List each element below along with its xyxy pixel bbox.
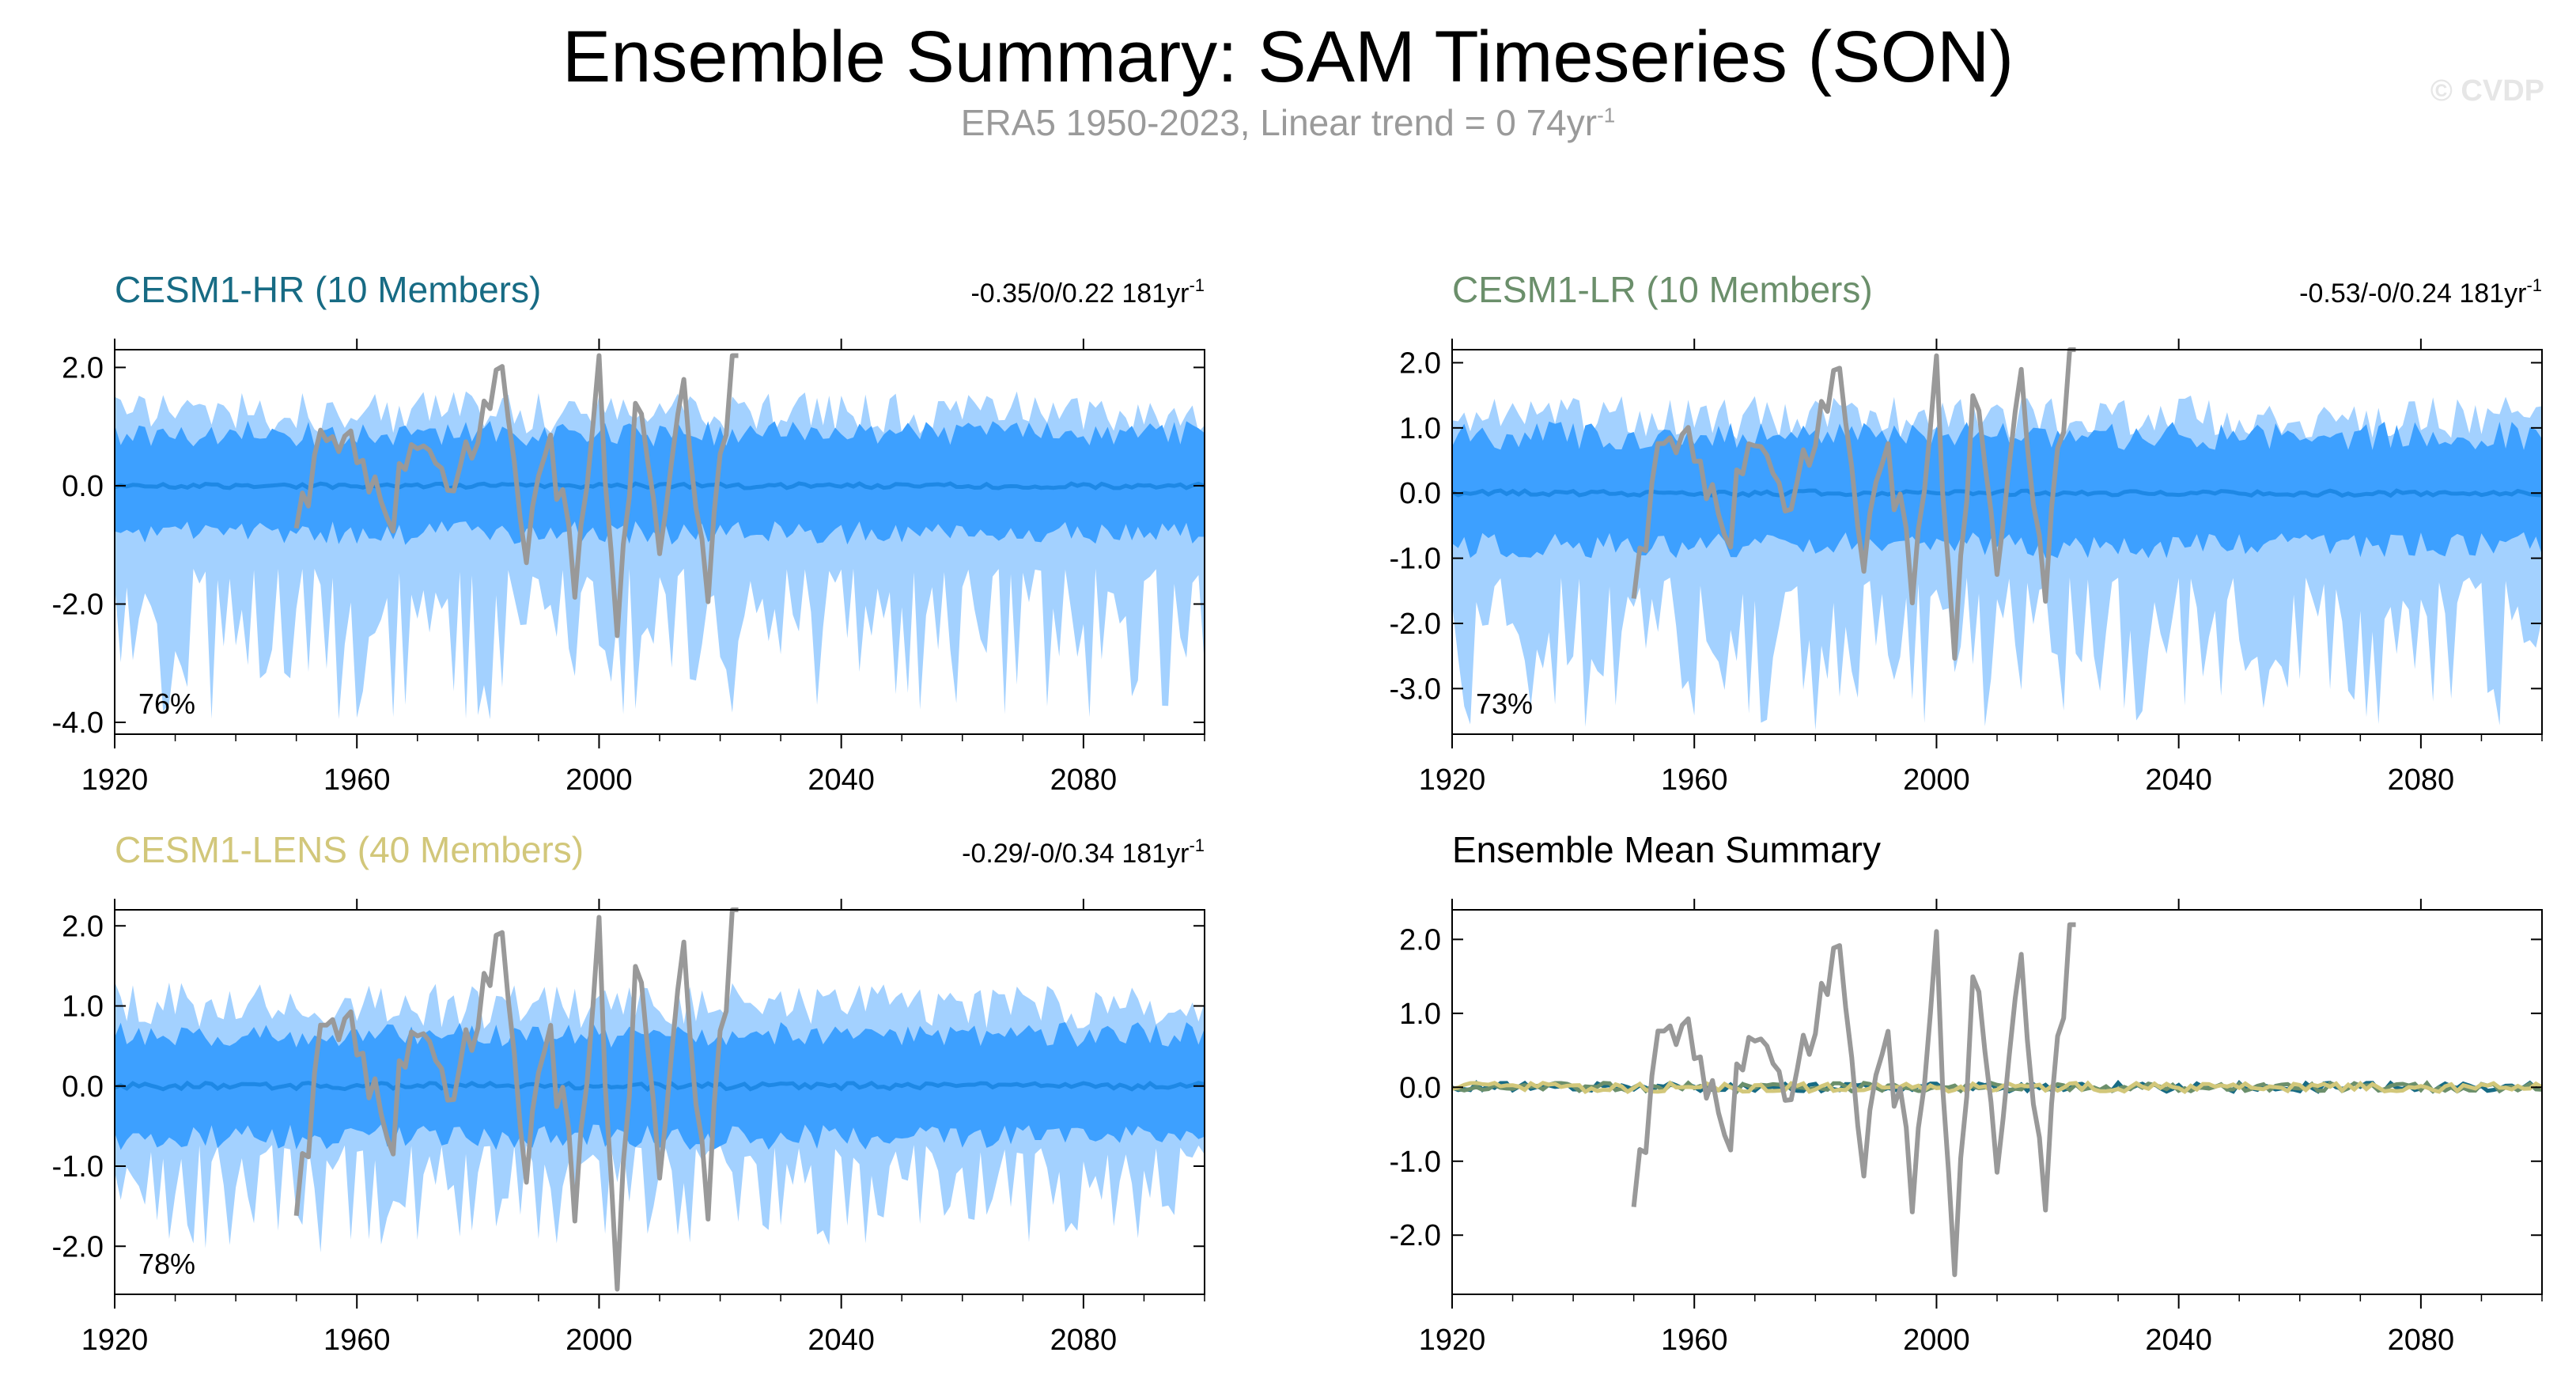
x-tick-label: 1960 [1661,1324,1728,1357]
x-tick-label: 1920 [81,763,149,797]
panel-3: 2.0 1.0 0.0 -1.0 -2.0 1920 1960 2000 2040 2080 CES… [52,829,1205,1357]
y-tick-label: -1.0 [52,1150,104,1184]
x-tick-label: 1920 [1419,763,1486,797]
trend-label: -0.53/-0/0.24 181yr-1 [2299,275,2542,309]
x-tick-label: 2080 [2388,763,2455,797]
x-tick-label: 1920 [1419,1324,1486,1357]
panel-title: Ensemble Mean Summary [1452,829,1881,870]
subtitle-text: ERA5 1950-2023, Linear trend = 0 74yr [960,102,1598,143]
subtitle-superscript: -1 [1597,103,1616,127]
panel-2: 2.0 1.0 0.0 -1.0 -2.0 -3.0 1920 1960 2000 2040 208… [1390,269,2543,797]
y-tick-label: 0.0 [62,1070,104,1104]
x-tick-label: 2000 [1903,1324,1970,1357]
figure-title: Ensemble Summary: SAM Timeseries (SON) [562,17,2014,97]
y-tick-label: 2.0 [1399,923,1441,956]
panel-4: 2.0 1.0 0.0 -1.0 -2.0 1920 1960 2000 2040 2080 Ens… [1390,829,2544,1357]
ensemble-mean-line-cesm1-lens [1451,1080,2544,1095]
x-tick-label: 2040 [808,1324,875,1357]
era5-observed-line [293,907,739,1292]
x-tick-label: 2000 [1903,763,1970,797]
plot-frame [1451,909,2543,1295]
panel-title: CESM1-LR (10 Members) [1452,269,1873,310]
percent-label: 73% [1476,688,1533,720]
inner-spread-band [1452,421,2542,559]
era5-observed-line [293,353,739,638]
ensemble-mean-line [114,1080,1205,1093]
y-tick-label: 1.0 [1399,998,1441,1031]
y-tick-label: 2.0 [1399,347,1441,380]
ensemble-mean-line [1451,488,2543,498]
panel-title: CESM1-LENS (40 Members) [115,829,584,870]
y-tick-label: 2.0 [62,351,104,384]
panel-1: 2.0 0.0 -2.0 -4.0 1920 1960 2000 2040 2080 CESM1-… [52,269,1205,797]
x-tick-label: 1920 [81,1324,149,1357]
x-tick-label: 1960 [1661,763,1728,797]
era5-observed-line [1631,922,2076,1278]
y-tick-label: -4.0 [52,706,104,740]
y-tick-label: -1.0 [1390,1146,1441,1179]
y-tick-label: 0.0 [62,470,104,503]
panel-title: CESM1-HR (10 Members) [115,269,541,310]
y-tick-label: 2.0 [62,910,104,943]
trend-label: -0.35/0/0.22 181yr-1 [970,275,1205,309]
x-tick-label: 1960 [323,763,391,797]
percent-label: 76% [138,688,195,720]
era5-observed-line [1631,347,2076,661]
cvdp-credit: © CVDP [2430,74,2544,108]
y-tick-label: -2.0 [52,1230,104,1263]
x-tick-label: 1960 [323,1324,391,1357]
figure-subtitle: ERA5 1950-2023, Linear trend = 0 74yr-1 [0,101,2576,144]
x-tick-label: 2040 [808,763,875,797]
x-tick-label: 2080 [1050,763,1118,797]
y-tick-label: -1.0 [1390,543,1441,576]
x-tick-label: 2040 [2145,763,2212,797]
y-tick-label: 0.0 [1399,477,1441,510]
x-tick-label: 2040 [2145,1324,2212,1357]
x-tick-label: 2080 [1050,1324,1118,1357]
y-tick-label: 1.0 [1399,412,1441,445]
y-tick-label: 0.0 [1399,1071,1441,1104]
y-tick-label: -3.0 [1390,672,1441,706]
x-tick-label: 2080 [2388,1324,2455,1357]
x-tick-label: 2000 [566,1324,633,1357]
y-tick-label: -2.0 [1390,1219,1441,1252]
y-tick-label: -2.0 [1390,608,1441,641]
trend-label: -0.29/-0/0.34 181yr-1 [962,835,1205,869]
y-tick-label: -2.0 [52,589,104,622]
percent-label: 78% [138,1248,195,1280]
ensemble-mean-line [114,481,1205,491]
y-tick-label: 1.0 [62,991,104,1024]
x-tick-label: 2000 [566,763,633,797]
